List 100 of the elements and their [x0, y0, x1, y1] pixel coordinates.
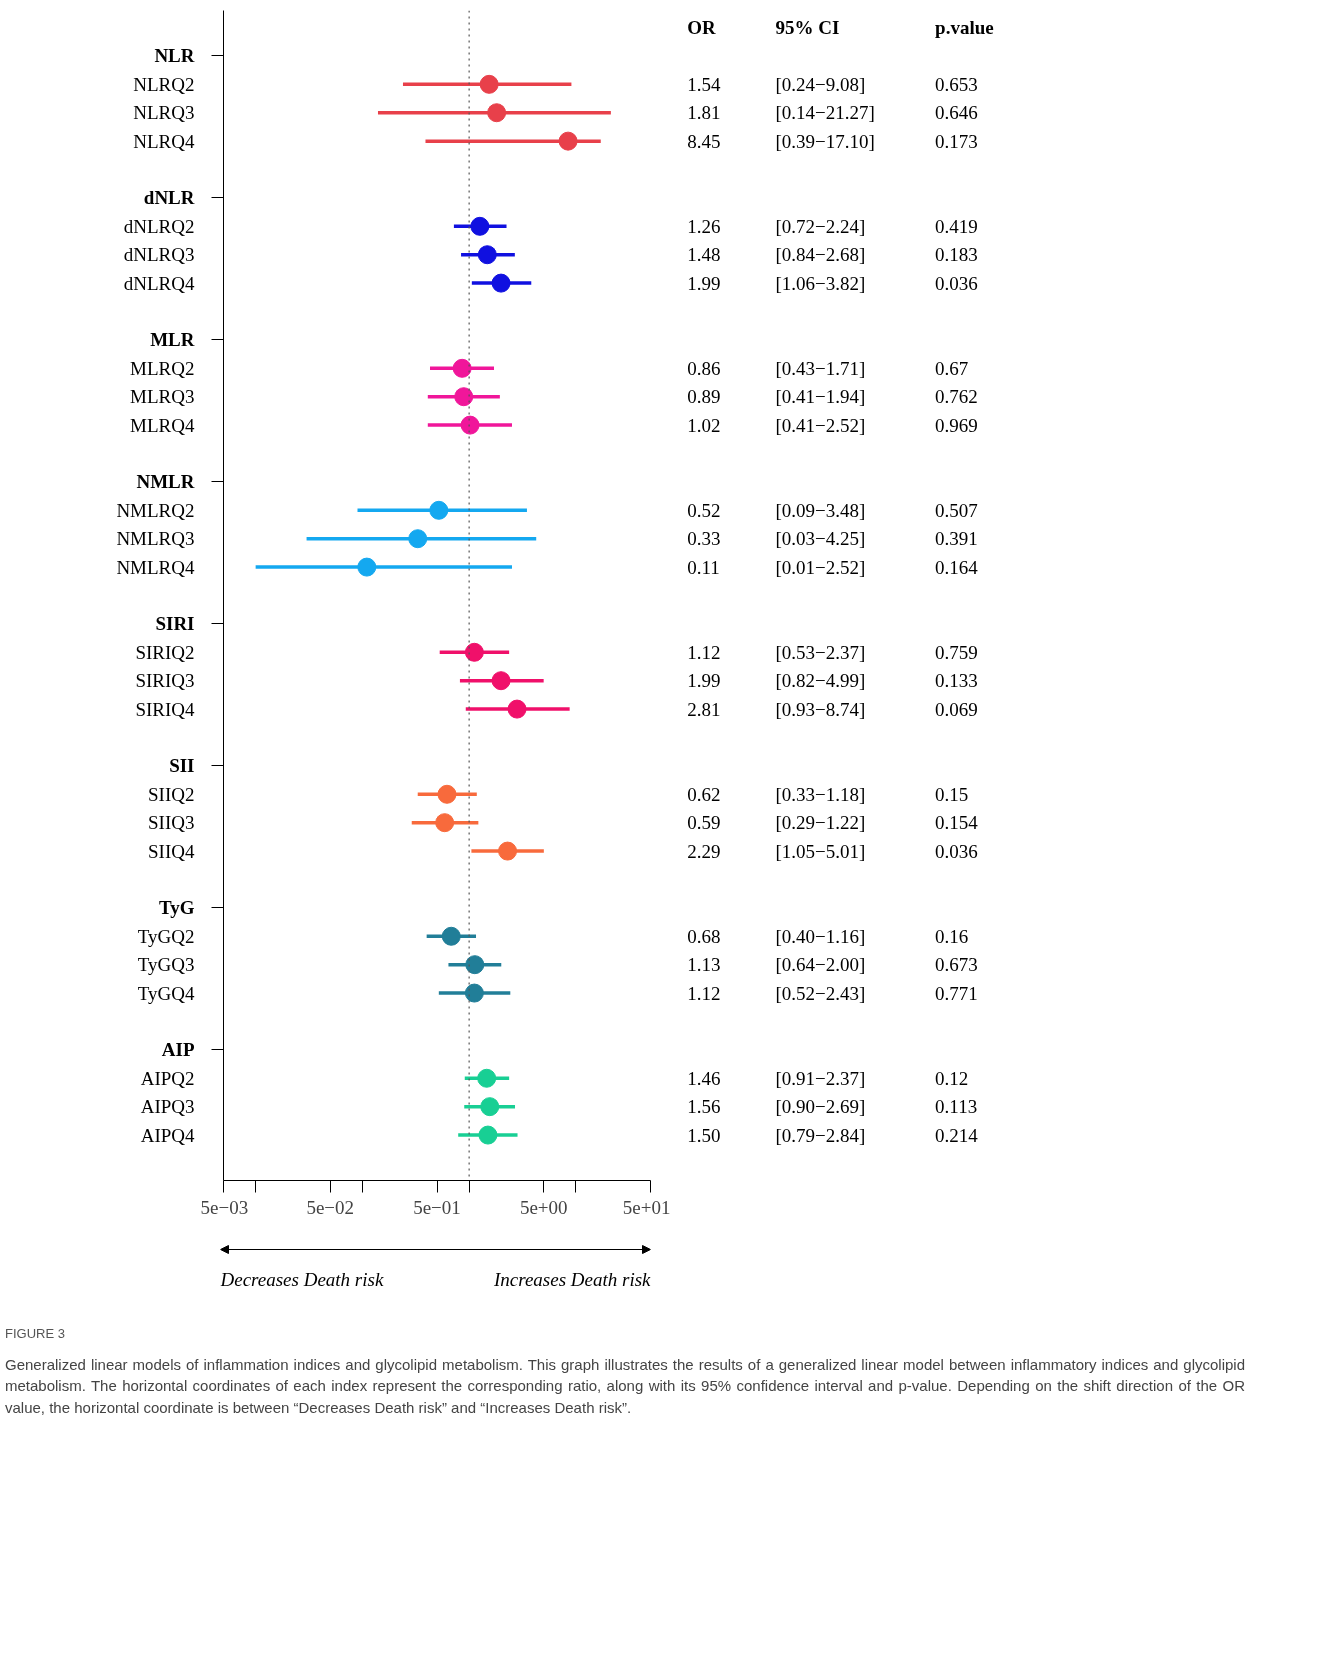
y-tick-label: NMLRQ2 [116, 499, 195, 521]
y-tick-label: NMLR [136, 471, 195, 493]
data-label: 1.46 [687, 1067, 721, 1089]
text: 0.969 [935, 414, 978, 436]
text: Increases Death risk [492, 1269, 652, 1290]
text: 0.391 [935, 528, 978, 550]
y-tick-label: NLRQ3 [133, 102, 195, 124]
text: 0.771 [935, 982, 978, 1004]
text: [0.29−1.22] [775, 812, 866, 834]
y-tick-label: dNLR [143, 187, 195, 209]
text: [0.40−1.16] [775, 925, 866, 947]
y-tick-label: SIRIQ3 [135, 670, 195, 692]
text: 0.15 [935, 783, 969, 805]
text: [0.01−2.52] [775, 556, 866, 578]
y-tick-label: SIIQ2 [148, 783, 195, 805]
text: 95% CI [775, 17, 840, 39]
data-label: 0.52 [687, 499, 721, 521]
text: 0.173 [935, 130, 978, 152]
y-tick-label: SII [169, 755, 195, 777]
data-label: 1.13 [687, 954, 721, 976]
data-label: 1.50 [687, 1124, 721, 1146]
text: 0.646 [935, 102, 978, 124]
text: p.value [935, 17, 994, 39]
y-tick-label: NMLRQ4 [116, 556, 195, 578]
text: 0.164 [935, 556, 979, 578]
y-tick-label: dNLRQ2 [123, 215, 195, 237]
data-label: 2.81 [687, 698, 721, 720]
text: 0.183 [935, 244, 978, 266]
x-tick-label: 5e−01 [413, 1196, 461, 1218]
text: 0.113 [935, 1096, 978, 1118]
text: [0.24−9.08] [775, 73, 866, 95]
data-label: 1.99 [687, 272, 721, 294]
text: Generalized linear models of inflammation indices and glycolipid metabolism. This graph illustrates the results of a generalized linear model between inflammatory indices and glycolipid metabolism. The horizontal coordinates of each index represent the corresponding ratio, along with its 95% confidence interval and p-value. Depending on the shift direction of the OR value, the horizontal coordinate is between “Decreases Death risk” and “Increases Death risk”. [5, 1354, 1245, 1419]
text: [0.84−2.68] [775, 244, 866, 266]
text: [0.64−2.00] [775, 954, 866, 976]
x-tick-label: 5e+00 [519, 1196, 568, 1218]
x-tick-label: 5e−03 [200, 1196, 249, 1218]
text: 0.133 [935, 670, 978, 692]
y-tick-label: NLRQ2 [133, 73, 195, 95]
y-tick-label: AIPQ4 [140, 1124, 195, 1146]
text: [0.39−17.10] [775, 130, 875, 152]
y-tick-label: TyGQ4 [137, 982, 195, 1004]
text: [0.33−1.18] [775, 783, 866, 805]
text: 0.419 [935, 215, 978, 237]
text: 0.16 [935, 925, 969, 947]
data-label: 0.68 [687, 925, 721, 947]
x-tick-label: 5e+01 [622, 1196, 671, 1218]
y-tick-label: NMLRQ3 [116, 528, 195, 550]
text: [0.41−2.52] [775, 414, 866, 436]
data-label: 1.12 [687, 982, 721, 1004]
data-label: 0.33 [687, 528, 721, 550]
y-tick-label: MLR [150, 329, 195, 351]
text: [0.93−8.74] [775, 698, 866, 720]
y-tick-label: SIRIQ4 [135, 698, 195, 720]
text: [0.79−2.84] [775, 1124, 866, 1146]
data-label: 1.99 [687, 670, 721, 692]
text: 0.507 [935, 499, 978, 521]
text: 0.154 [935, 812, 979, 834]
y-tick-label: NLR [154, 45, 195, 67]
text: [0.72−2.24] [775, 215, 866, 237]
text: 0.036 [935, 840, 978, 862]
text: [0.90−2.69] [775, 1096, 866, 1118]
y-tick-label: AIP [161, 1039, 195, 1061]
y-tick-label: TyGQ3 [137, 954, 195, 976]
text: [0.14−21.27] [775, 102, 875, 124]
y-tick-label: TyGQ2 [137, 925, 195, 947]
text: OR [687, 17, 717, 39]
data-label: 1.48 [687, 244, 721, 266]
y-tick-label: MLRQ2 [130, 357, 195, 379]
y-tick-label: NLRQ4 [133, 130, 195, 152]
text: [0.43−1.71] [775, 357, 866, 379]
y-tick-label: SIRI [155, 613, 195, 635]
y-tick-label: TyG [158, 897, 195, 919]
text: [0.91−2.37] [775, 1067, 866, 1089]
text: [0.09−3.48] [775, 499, 866, 521]
data-label: 1.56 [687, 1096, 721, 1118]
text: [0.41−1.94] [775, 386, 866, 408]
text: FIGURE 3 [5, 1325, 65, 1343]
data-label: 2.29 [687, 840, 721, 862]
data-label: 1.81 [687, 102, 721, 124]
text: [0.82−4.99] [775, 670, 866, 692]
x-tick-label: 5e−02 [306, 1196, 355, 1218]
data-label: 1.26 [687, 215, 721, 237]
data-label: 0.59 [687, 812, 721, 834]
text: 0.036 [935, 272, 978, 294]
data-label: 1.02 [687, 414, 721, 436]
y-tick-label: AIPQ2 [140, 1067, 195, 1089]
y-tick-label: AIPQ3 [140, 1096, 195, 1118]
text: 0.214 [935, 1124, 979, 1146]
text: [1.05−5.01] [775, 840, 866, 862]
data-label: 8.45 [687, 130, 721, 152]
text: [0.53−2.37] [775, 641, 866, 663]
text: 0.759 [935, 641, 978, 663]
text: 0.653 [935, 73, 978, 95]
text: Decreases Death risk [219, 1269, 384, 1290]
text: [0.52−2.43] [775, 982, 866, 1004]
y-tick-label: dNLRQ3 [123, 244, 195, 266]
y-tick-label: SIIQ3 [148, 812, 195, 834]
data-label: 0.89 [687, 386, 721, 408]
y-tick-label: MLRQ4 [130, 414, 195, 436]
